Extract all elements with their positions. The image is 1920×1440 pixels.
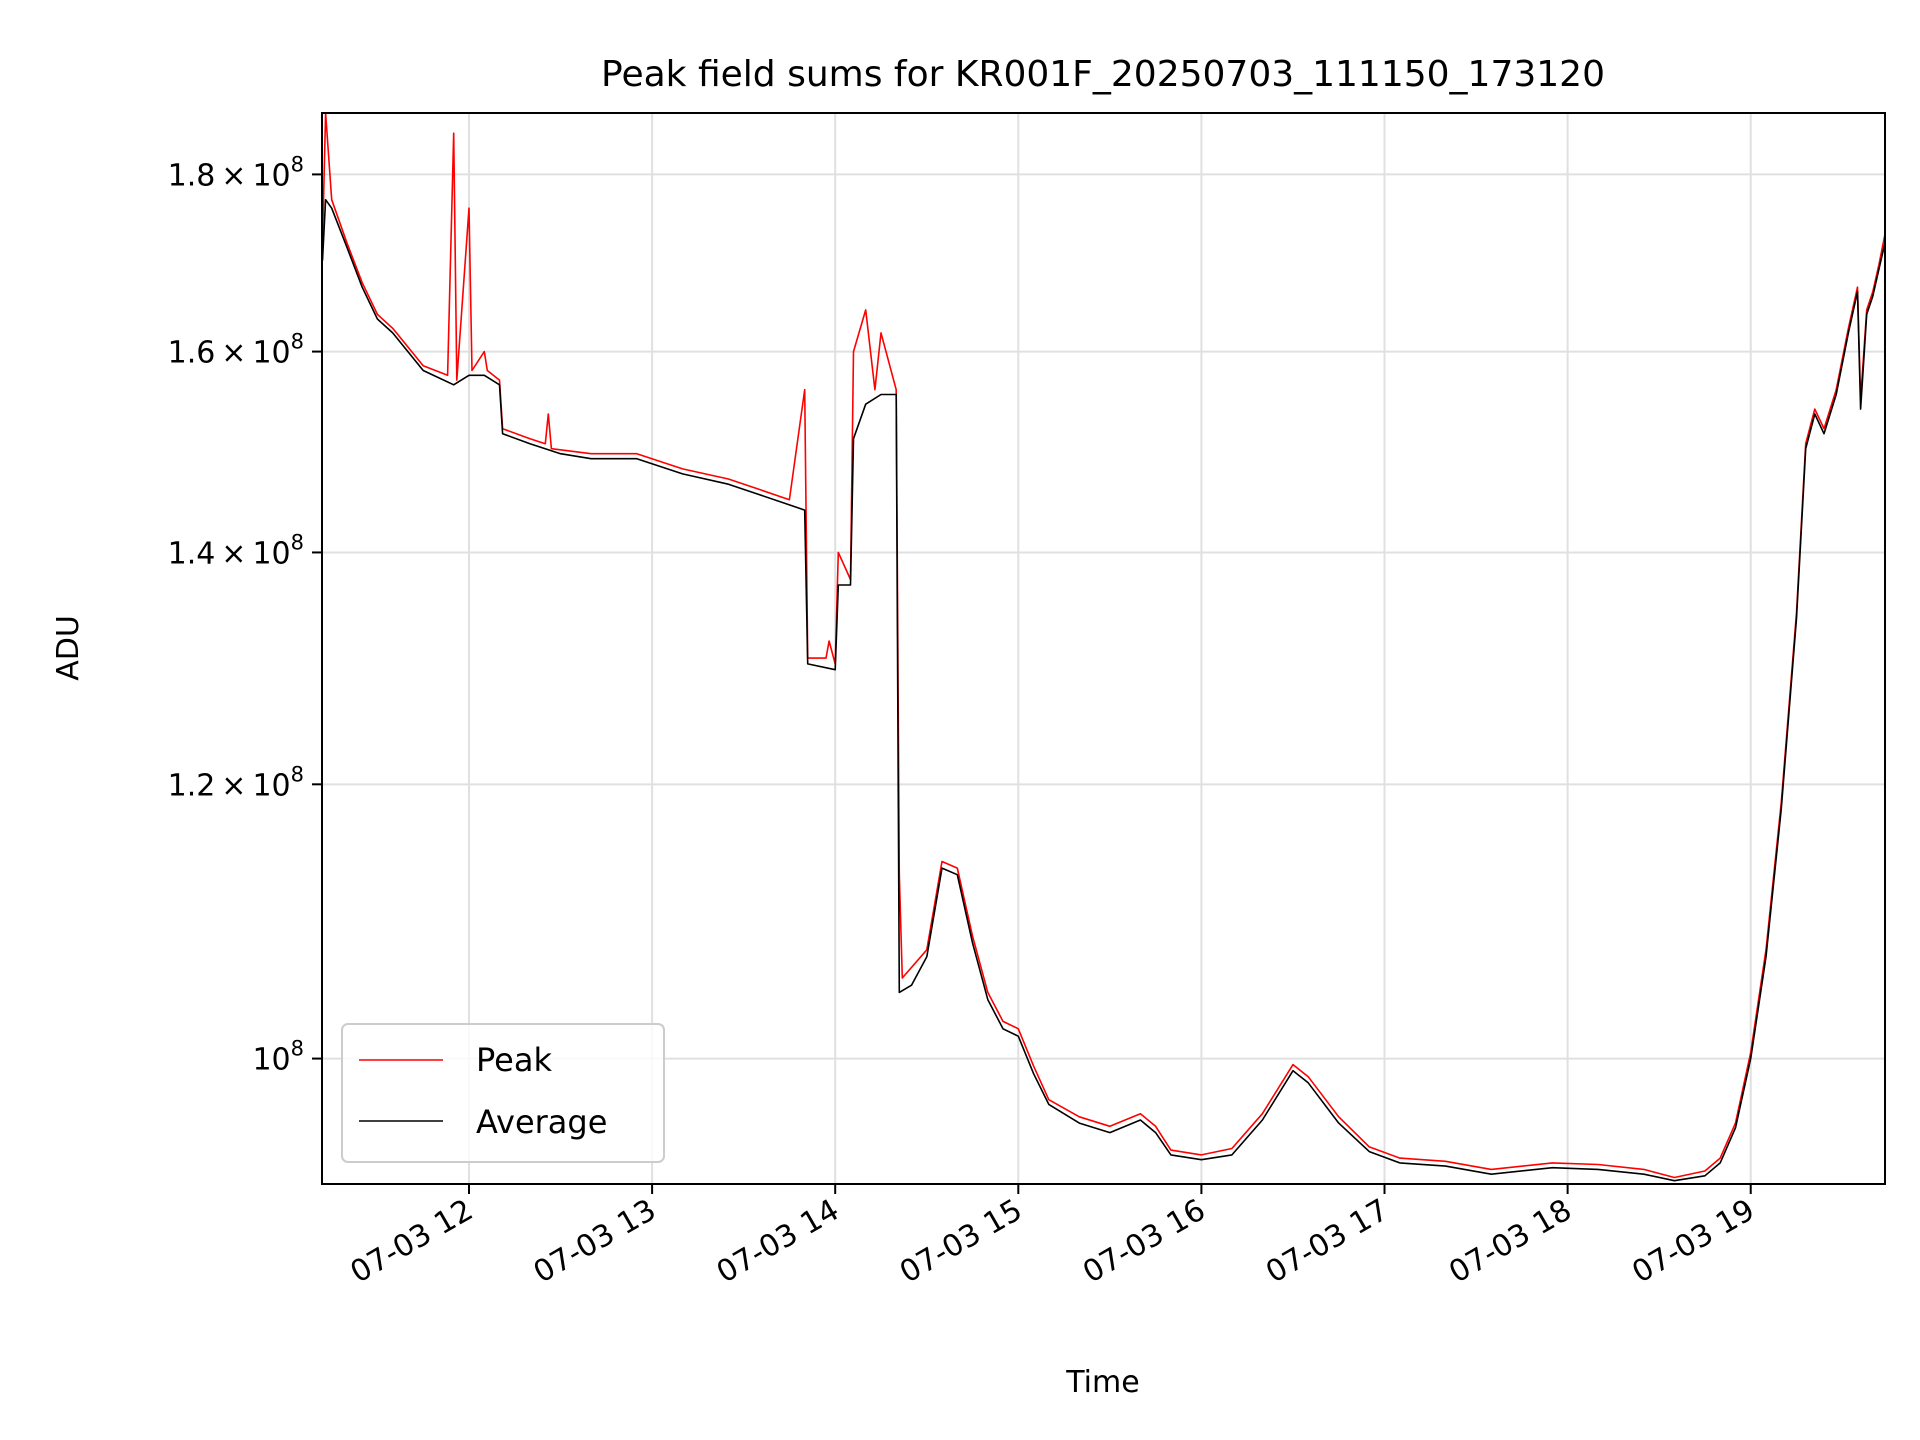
series-line-peak	[321, 112, 1886, 1179]
y-axis: 108 1.2 × 108 1.4 × 108 1.6 × 108 1.8 × 108	[168, 152, 322, 1078]
legend-box	[341, 1023, 665, 1163]
series-line-average	[321, 198, 1886, 1182]
y-tick-label: 1.2 × 108	[168, 762, 304, 803]
series-layer	[321, 112, 1886, 1182]
plot-frame	[321, 112, 1886, 1185]
x-axis-label: Time	[1065, 1365, 1139, 1400]
legend-peak-label: Peak	[476, 1041, 552, 1079]
y-tick-label: 1.8 × 108	[168, 152, 304, 193]
y-tick-label: 1.6 × 108	[168, 330, 304, 371]
legend: Peak Average	[341, 1023, 665, 1163]
legend-average-label: Average	[476, 1103, 607, 1141]
chart-title: Peak field sums for KR001F_20250703_1111…	[601, 54, 1605, 95]
y-tick-label: 108	[252, 1037, 304, 1078]
y-tick-label: 1.4 × 108	[168, 530, 304, 571]
y-axis-label: ADU	[51, 615, 86, 681]
